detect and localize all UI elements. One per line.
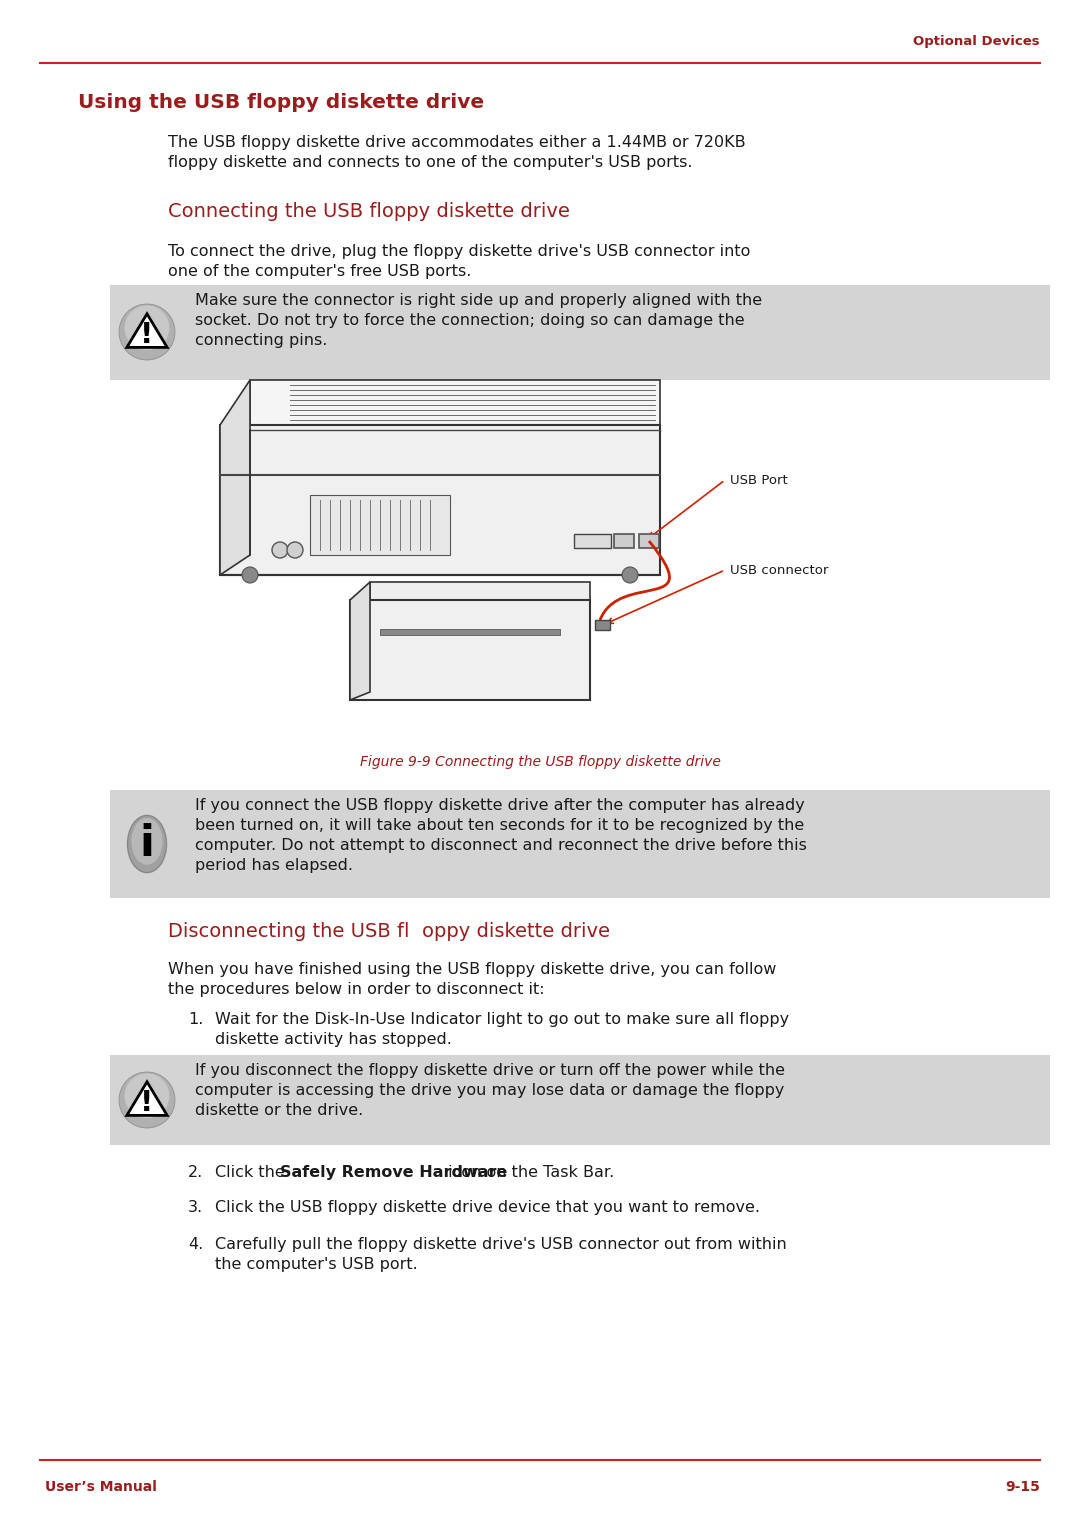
FancyBboxPatch shape (110, 285, 1050, 380)
Polygon shape (370, 581, 590, 600)
Text: one of the computer's free USB ports.: one of the computer's free USB ports. (168, 264, 471, 279)
Text: i: i (139, 823, 154, 865)
Polygon shape (126, 314, 167, 348)
Text: Click the USB floppy diskette drive device that you want to remove.: Click the USB floppy diskette drive devi… (215, 1199, 760, 1215)
Text: icon on the Task Bar.: icon on the Task Bar. (443, 1164, 615, 1180)
Text: connecting pins.: connecting pins. (195, 333, 327, 348)
Text: Make sure the connector is right side up and properly aligned with the: Make sure the connector is right side up… (195, 293, 762, 308)
FancyBboxPatch shape (110, 790, 1050, 897)
Text: !: ! (140, 1088, 153, 1117)
Polygon shape (220, 380, 249, 575)
Text: Optional Devices: Optional Devices (914, 35, 1040, 49)
Text: To connect the drive, plug the floppy diskette drive's USB connector into: To connect the drive, plug the floppy di… (168, 244, 751, 259)
Text: 9-15: 9-15 (1005, 1480, 1040, 1494)
Ellipse shape (132, 818, 163, 865)
Circle shape (119, 1071, 175, 1128)
Text: If you disconnect the floppy diskette drive or turn off the power while the: If you disconnect the floppy diskette dr… (195, 1064, 785, 1077)
Text: computer is accessing the drive you may lose data or damage the floppy: computer is accessing the drive you may … (195, 1083, 784, 1099)
Text: !: ! (140, 320, 153, 349)
Circle shape (622, 568, 638, 583)
Text: been turned on, it will take about ten seconds for it to be recognized by the: been turned on, it will take about ten s… (195, 818, 805, 833)
Text: the procedures below in order to disconnect it:: the procedures below in order to disconn… (168, 983, 544, 996)
Text: Disconnecting the USB fl  oppy diskette drive: Disconnecting the USB fl oppy diskette d… (168, 922, 610, 942)
Polygon shape (126, 1082, 167, 1116)
Text: If you connect the USB floppy diskette drive after the computer has already: If you connect the USB floppy diskette d… (195, 798, 805, 813)
Circle shape (119, 304, 175, 360)
Text: Wait for the Disk-In-Use Indicator light to go out to make sure all floppy: Wait for the Disk-In-Use Indicator light… (215, 1012, 789, 1027)
Text: When you have finished using the USB floppy diskette drive, you can follow: When you have finished using the USB flo… (168, 961, 777, 977)
Text: The USB floppy diskette drive accommodates either a 1.44MB or 720KB: The USB floppy diskette drive accommodat… (168, 134, 745, 150)
Text: diskette or the drive.: diskette or the drive. (195, 1103, 363, 1119)
Text: diskette activity has stopped.: diskette activity has stopped. (215, 1032, 451, 1047)
Polygon shape (350, 581, 370, 700)
FancyBboxPatch shape (110, 1054, 1050, 1144)
FancyBboxPatch shape (380, 629, 561, 635)
Text: the computer's USB port.: the computer's USB port. (215, 1257, 418, 1273)
Text: computer. Do not attempt to disconnect and reconnect the drive before this: computer. Do not attempt to disconnect a… (195, 838, 807, 853)
Circle shape (272, 542, 288, 559)
Text: Click the: Click the (215, 1164, 289, 1180)
Polygon shape (350, 600, 590, 700)
Text: socket. Do not try to force the connection; doing so can damage the: socket. Do not try to force the connecti… (195, 313, 744, 328)
Text: USB Port: USB Port (730, 473, 787, 487)
Text: floppy diskette and connects to one of the computer's USB ports.: floppy diskette and connects to one of t… (168, 156, 692, 169)
Circle shape (124, 1073, 170, 1119)
Circle shape (287, 542, 303, 559)
Text: 4.: 4. (188, 1238, 203, 1251)
Circle shape (119, 304, 175, 360)
Text: Using the USB floppy diskette drive: Using the USB floppy diskette drive (78, 93, 484, 111)
Circle shape (124, 305, 170, 349)
Text: Carefully pull the floppy diskette drive's USB connector out from within: Carefully pull the floppy diskette drive… (215, 1238, 786, 1251)
Polygon shape (220, 426, 660, 575)
Text: period has elapsed.: period has elapsed. (195, 858, 353, 873)
Ellipse shape (127, 815, 166, 873)
FancyBboxPatch shape (310, 494, 450, 555)
Text: 1.: 1. (188, 1012, 203, 1027)
Text: 3.: 3. (188, 1199, 203, 1215)
Text: User’s Manual: User’s Manual (45, 1480, 157, 1494)
Text: Figure 9-9 Connecting the USB floppy diskette drive: Figure 9-9 Connecting the USB floppy dis… (360, 755, 720, 769)
Text: Safely Remove Hardware: Safely Remove Hardware (281, 1164, 508, 1180)
FancyBboxPatch shape (595, 620, 610, 630)
Circle shape (119, 1071, 175, 1128)
FancyBboxPatch shape (639, 534, 659, 548)
FancyBboxPatch shape (615, 534, 634, 548)
Circle shape (242, 568, 258, 583)
Polygon shape (249, 380, 660, 426)
FancyBboxPatch shape (573, 534, 611, 548)
Text: Connecting the USB floppy diskette drive: Connecting the USB floppy diskette drive (168, 201, 570, 221)
Text: 2.: 2. (188, 1164, 203, 1180)
Text: USB connector: USB connector (730, 563, 828, 577)
